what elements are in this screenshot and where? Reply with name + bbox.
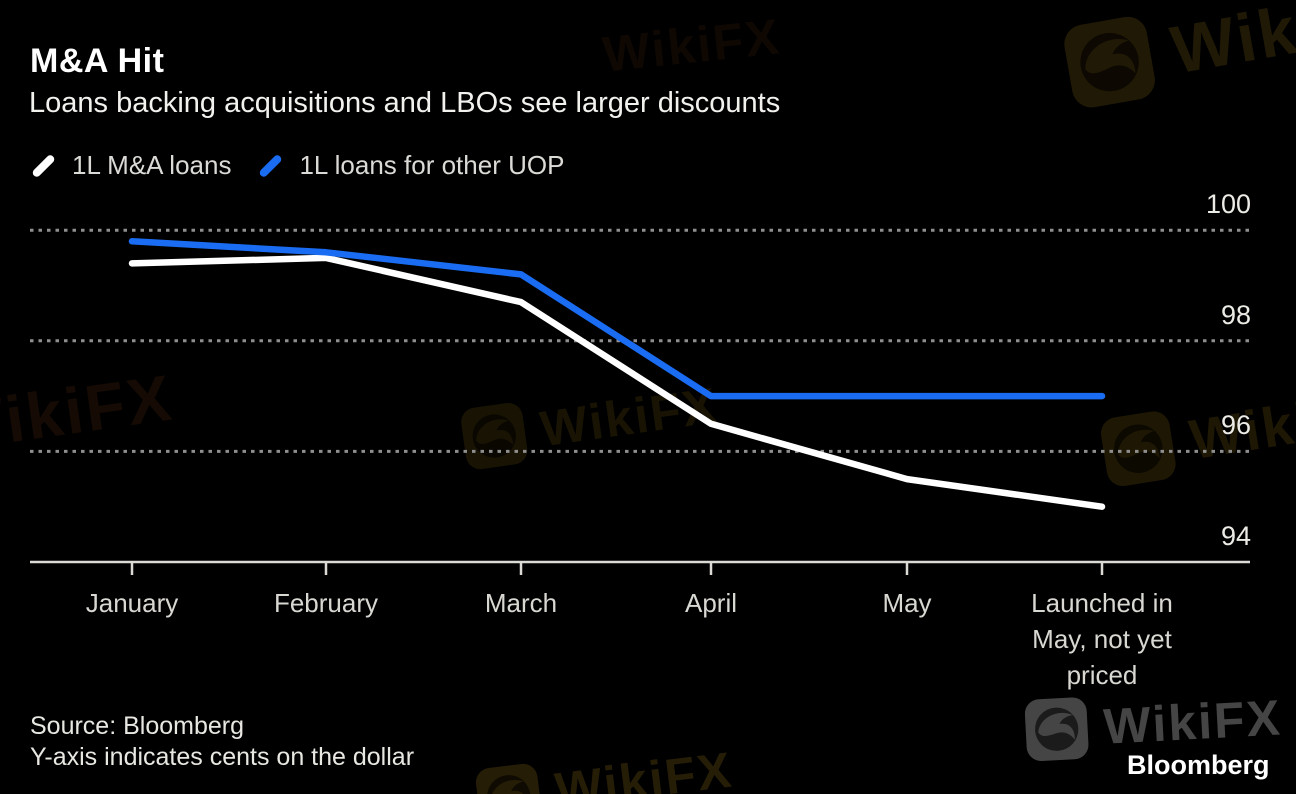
- series-line-ma-loans: [128, 254, 1106, 510]
- x-axis-label-february: February: [273, 588, 379, 618]
- y-axis-label-98: 98: [1220, 299, 1251, 330]
- y-axis-note: Y-axis indicates cents on the dollar: [30, 743, 415, 771]
- x-axis-label-march: March: [484, 588, 558, 618]
- x-axis-label-january: January: [85, 588, 179, 618]
- y-axis-label-94: 94: [1220, 521, 1251, 551]
- wikifx-watermark: WikiFX: [1022, 684, 1283, 763]
- x-axis-label-may: May: [882, 588, 932, 618]
- legend-item-ma-loans: 1L M&A loans: [30, 150, 231, 181]
- wikifx-watermark: WikiFX: [1058, 0, 1296, 114]
- x-axis-label-april: April: [684, 588, 737, 618]
- wikifx-logo-icon: [475, 763, 542, 794]
- wikifx-watermark: WikiFX: [472, 737, 736, 794]
- wikifx-logo-icon: [1024, 697, 1089, 762]
- wikifx-logo-icon: [461, 403, 528, 470]
- legend-label: 1L loans for other UOP: [299, 150, 565, 180]
- source-note: Source: Bloomberg: [30, 712, 245, 740]
- legend-marker-blue-icon: [258, 153, 284, 178]
- legend: 1L M&A loans 1L loans for other UOP: [30, 150, 564, 181]
- chart-title: M&A Hit: [30, 42, 165, 80]
- legend-label: 1L M&A loans: [72, 150, 232, 180]
- legend-item-other-uop: 1L loans for other UOP: [257, 150, 564, 181]
- chart-subtitle: Loans backing acquisitions and LBOs see …: [29, 87, 781, 119]
- legend-marker-white-icon: [31, 153, 56, 178]
- bloomberg-logo: Bloomberg: [1127, 750, 1270, 780]
- y-axis-label-96: 96: [1220, 410, 1251, 441]
- y-axis-label-100: 100: [1205, 189, 1251, 220]
- x-axis-label-launched: Launched in May, not yet priced: [1031, 588, 1173, 690]
- wikifx-logo-icon: [1064, 16, 1155, 108]
- wikifx-watermark-text: WikiFX: [1102, 689, 1284, 755]
- wikifx-watermark: WikiFX: [457, 372, 722, 473]
- series-line-other-uop: [128, 238, 1106, 400]
